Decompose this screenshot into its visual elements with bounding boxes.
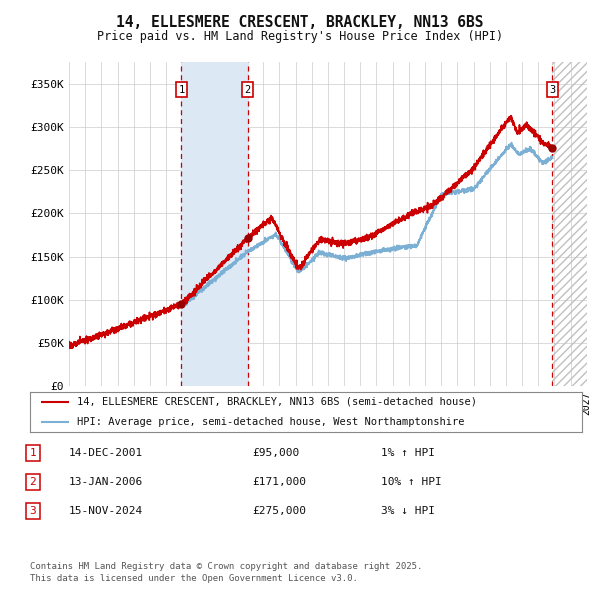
- Text: 14-DEC-2001: 14-DEC-2001: [69, 448, 143, 458]
- Text: Contains HM Land Registry data © Crown copyright and database right 2025.
This d: Contains HM Land Registry data © Crown c…: [30, 562, 422, 583]
- Text: 14, ELLESMERE CRESCENT, BRACKLEY, NN13 6BS (semi-detached house): 14, ELLESMERE CRESCENT, BRACKLEY, NN13 6…: [77, 397, 477, 407]
- Text: 2: 2: [245, 84, 251, 94]
- Text: £95,000: £95,000: [252, 448, 299, 458]
- Bar: [181, 62, 248, 386]
- Text: 3: 3: [29, 506, 37, 516]
- Text: 3: 3: [550, 84, 556, 94]
- Text: 14, ELLESMERE CRESCENT, BRACKLEY, NN13 6BS: 14, ELLESMERE CRESCENT, BRACKLEY, NN13 6…: [116, 15, 484, 30]
- Bar: [553, 62, 587, 386]
- Text: 3% ↓ HPI: 3% ↓ HPI: [381, 506, 435, 516]
- Text: 1% ↑ HPI: 1% ↑ HPI: [381, 448, 435, 458]
- Text: 13-JAN-2006: 13-JAN-2006: [69, 477, 143, 487]
- Text: 15-NOV-2024: 15-NOV-2024: [69, 506, 143, 516]
- Text: 2: 2: [29, 477, 37, 487]
- Text: 1: 1: [178, 84, 185, 94]
- Text: 1: 1: [29, 448, 37, 458]
- Text: HPI: Average price, semi-detached house, West Northamptonshire: HPI: Average price, semi-detached house,…: [77, 417, 464, 427]
- Text: 10% ↑ HPI: 10% ↑ HPI: [381, 477, 442, 487]
- Text: £275,000: £275,000: [252, 506, 306, 516]
- Text: £171,000: £171,000: [252, 477, 306, 487]
- Text: Price paid vs. HM Land Registry's House Price Index (HPI): Price paid vs. HM Land Registry's House …: [97, 30, 503, 43]
